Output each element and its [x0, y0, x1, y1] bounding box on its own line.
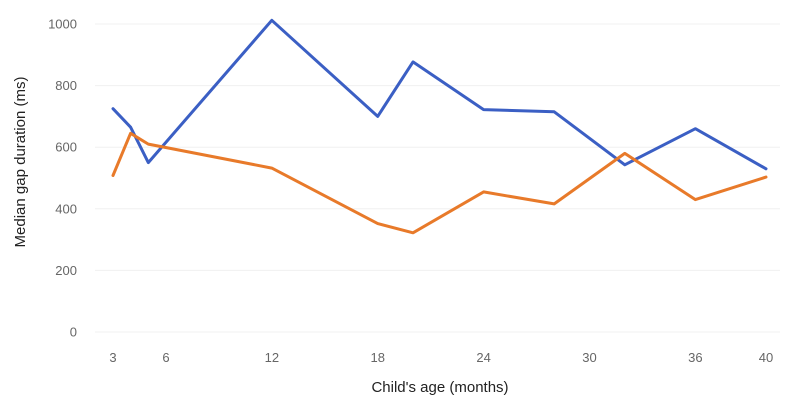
- x-tick-label: 6: [162, 350, 169, 365]
- x-tick-label: 24: [476, 350, 490, 365]
- x-tick-label: 12: [265, 350, 279, 365]
- y-tick-label: 0: [70, 325, 77, 340]
- series-line-1: [111, 18, 768, 171]
- x-tick-label: 30: [582, 350, 596, 365]
- series-layer: [111, 18, 768, 235]
- y-tick-label: 1000: [48, 17, 77, 32]
- x-tick-label: 18: [370, 350, 384, 365]
- series-line-2: [111, 131, 768, 235]
- x-tick-label: 3: [109, 350, 116, 365]
- x-axis-title: Child's age (months): [371, 379, 508, 396]
- y-axis-ticks: 0 200 400 600 800 1000: [48, 17, 77, 340]
- y-tick-label: 400: [55, 201, 77, 216]
- y-axis-title: Median gap duration (ms): [12, 77, 29, 248]
- grid-layer: [95, 23, 780, 333]
- y-tick-label: 200: [55, 263, 77, 278]
- x-tick-label: 40: [759, 350, 773, 365]
- x-tick-label: 36: [688, 350, 702, 365]
- x-axis-ticks: 3 6 12 18 24 30 36 40: [109, 350, 773, 365]
- y-tick-label: 800: [55, 78, 77, 93]
- y-tick-label: 600: [55, 140, 77, 155]
